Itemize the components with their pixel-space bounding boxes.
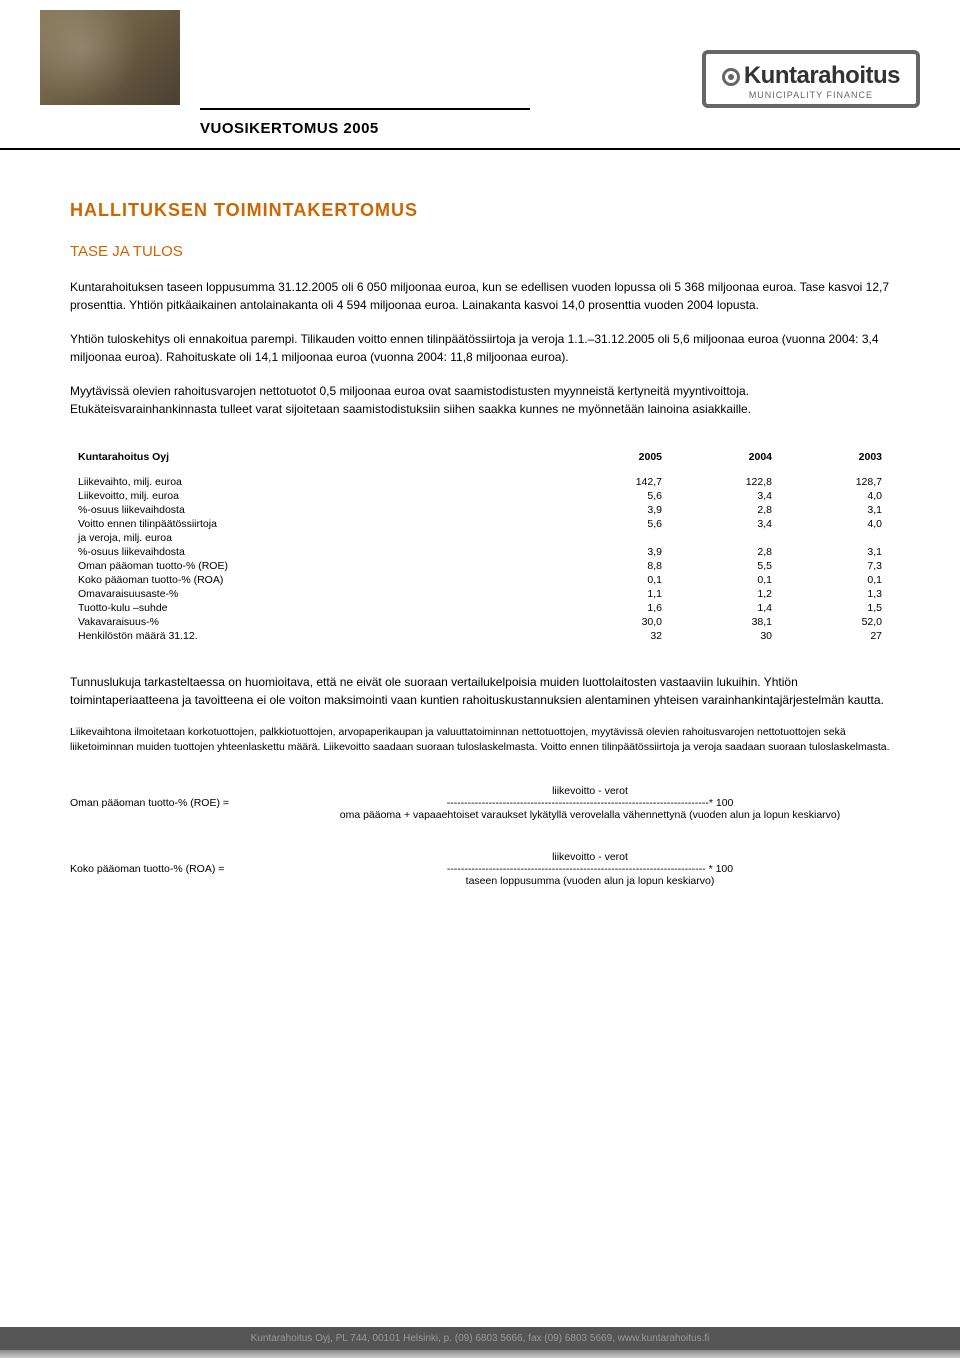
table-row: %-osuus liikevaihdosta3,92,83,1 [70,503,890,517]
document-body: HALLITUKSEN TOIMINTAKERTOMUS TASE JA TUL… [0,150,960,957]
table-row: ja veroja, milj. euroa [70,531,890,545]
formula-roe: Oman pääoman tuotto-% (ROE) = liikevoitt… [70,785,890,821]
table-cell-value: 3,1 [780,503,890,517]
table-row: Koko pääoman tuotto-% (ROA)0,10,10,1 [70,573,890,587]
table-cell-value: 30 [670,629,780,643]
formula-label: Koko pääoman tuotto-% (ROA) = [70,863,290,875]
table-cell-label: Liikevoitto, milj. euroa [70,489,560,503]
header-rule [200,108,530,110]
page-footer: Kuntarahoitus Oyj, PL 744, 00101 Helsink… [0,1327,960,1358]
financials-table: Kuntarahoitus Oyj 2005 2004 2003 Liikeva… [70,448,890,643]
table-cell-value: 1,3 [780,587,890,601]
table-cell-value [670,531,780,545]
table-cell-value: 27 [780,629,890,643]
table-cell-value: 1,5 [780,601,890,615]
table-cell-value: 3,4 [670,517,780,531]
subsection-heading: TASE JA TULOS [70,243,890,260]
table-cell-value: 7,3 [780,559,890,573]
formula-roa: Koko pääoman tuotto-% (ROA) = liikevoitt… [70,851,890,887]
table-cell-label: %-osuus liikevaihdosta [70,545,560,559]
footer-text: Kuntarahoitus Oyj, PL 744, 00101 Helsink… [0,1327,960,1350]
table-cell-value: 0,1 [780,573,890,587]
report-year-title: VUOSIKERTOMUS 2005 [200,120,379,137]
table-cell-value: 3,9 [560,503,670,517]
table-header-year: 2005 [560,448,670,475]
table-row: Liikevoitto, milj. euroa5,63,44,0 [70,489,890,503]
formula-denominator: taseen loppusumma (vuoden alun ja lopun … [290,875,890,887]
table-cell-value [560,531,670,545]
table-cell-value: 3,1 [780,545,890,559]
table-cell-value: 5,5 [670,559,780,573]
footer-stripe [0,1350,960,1358]
table-cell-label: Tuotto-kulu –suhde [70,601,560,615]
table-cell-label: Liikevaihto, milj. euroa [70,475,560,489]
table-header-row: Kuntarahoitus Oyj 2005 2004 2003 [70,448,890,475]
paragraph-5: Liikevaihtona ilmoitetaan korkotuottojen… [70,725,890,755]
table-cell-value: 0,1 [560,573,670,587]
table-body: Liikevaihto, milj. euroa142,7122,8128,7L… [70,475,890,643]
formula-denominator: oma pääoma + vapaaehtoiset varaukset lyk… [290,809,890,821]
table-cell-value: 5,6 [560,517,670,531]
paragraph-3: Myytävissä olevien rahoitusvarojen netto… [70,382,890,418]
table-row: Oman pääoman tuotto-% (ROE)8,85,57,3 [70,559,890,573]
logo-circle-icon [722,68,740,86]
table-cell-value: 38,1 [670,615,780,629]
table-header-year: 2003 [780,448,890,475]
formula-line: ----------------------------------------… [290,863,890,875]
table-cell-value: 3,4 [670,489,780,503]
table-cell-value: 122,8 [670,475,780,489]
table-cell-value: 0,1 [670,573,780,587]
table-cell-value: 1,4 [670,601,780,615]
logo-main-text: Kuntarahoitus [722,62,900,90]
table-cell-value: 4,0 [780,489,890,503]
table-cell-label: Voitto ennen tilinpäätössiirtoja [70,517,560,531]
header-photo [40,10,180,105]
table-row: Voitto ennen tilinpäätössiirtoja5,63,44,… [70,517,890,531]
table-row: Liikevaihto, milj. euroa142,7122,8128,7 [70,475,890,489]
table-cell-value: 2,8 [670,545,780,559]
company-logo: Kuntarahoitus MUNICIPALITY FINANCE [702,50,920,108]
table-cell-label: Henkilöstön määrä 31.12. [70,629,560,643]
logo-text: Kuntarahoitus [744,62,900,89]
table-row: %-osuus liikevaihdosta3,92,83,1 [70,545,890,559]
table-cell-label: Vakavaraisuus-% [70,615,560,629]
formula-line: ----------------------------------------… [290,797,890,809]
table-cell-value: 4,0 [780,517,890,531]
table-cell-value: 3,9 [560,545,670,559]
table-cell-value: 1,1 [560,587,670,601]
table-cell-value: 32 [560,629,670,643]
table-cell-value: 30,0 [560,615,670,629]
table-header-year: 2004 [670,448,780,475]
table-cell-value: 52,0 [780,615,890,629]
table-cell-label: Koko pääoman tuotto-% (ROA) [70,573,560,587]
paragraph-1: Kuntarahoituksen taseen loppusumma 31.12… [70,278,890,314]
section-heading: HALLITUKSEN TOIMINTAKERTOMUS [70,200,890,221]
table-cell-value: 1,2 [670,587,780,601]
table-cell-value: 2,8 [670,503,780,517]
table-cell-value [780,531,890,545]
table-header-label: Kuntarahoitus Oyj [70,448,560,475]
table-cell-label: %-osuus liikevaihdosta [70,503,560,517]
page-header: VUOSIKERTOMUS 2005 Kuntarahoitus MUNICIP… [0,0,960,150]
table-cell-value: 8,8 [560,559,670,573]
table-row: Vakavaraisuus-%30,038,152,0 [70,615,890,629]
table-row: Henkilöstön määrä 31.12.323027 [70,629,890,643]
formula-numerator: liikevoitto - verot [290,851,890,863]
table-cell-label: Omavaraisuusaste-% [70,587,560,601]
table-cell-value: 128,7 [780,475,890,489]
formula-label: Oman pääoman tuotto-% (ROE) = [70,797,290,809]
logo-subtitle: MUNICIPALITY FINANCE [722,90,900,100]
table-cell-label: ja veroja, milj. euroa [70,531,560,545]
table-cell-value: 1,6 [560,601,670,615]
table-row: Omavaraisuusaste-%1,11,21,3 [70,587,890,601]
formula-numerator: liikevoitto - verot [290,785,890,797]
paragraph-4: Tunnuslukuja tarkasteltaessa on huomioit… [70,673,890,709]
paragraph-2: Yhtiön tuloskehitys oli ennakoitua parem… [70,330,890,366]
table-row: Tuotto-kulu –suhde1,61,41,5 [70,601,890,615]
table-cell-label: Oman pääoman tuotto-% (ROE) [70,559,560,573]
table-cell-value: 142,7 [560,475,670,489]
table-cell-value: 5,6 [560,489,670,503]
